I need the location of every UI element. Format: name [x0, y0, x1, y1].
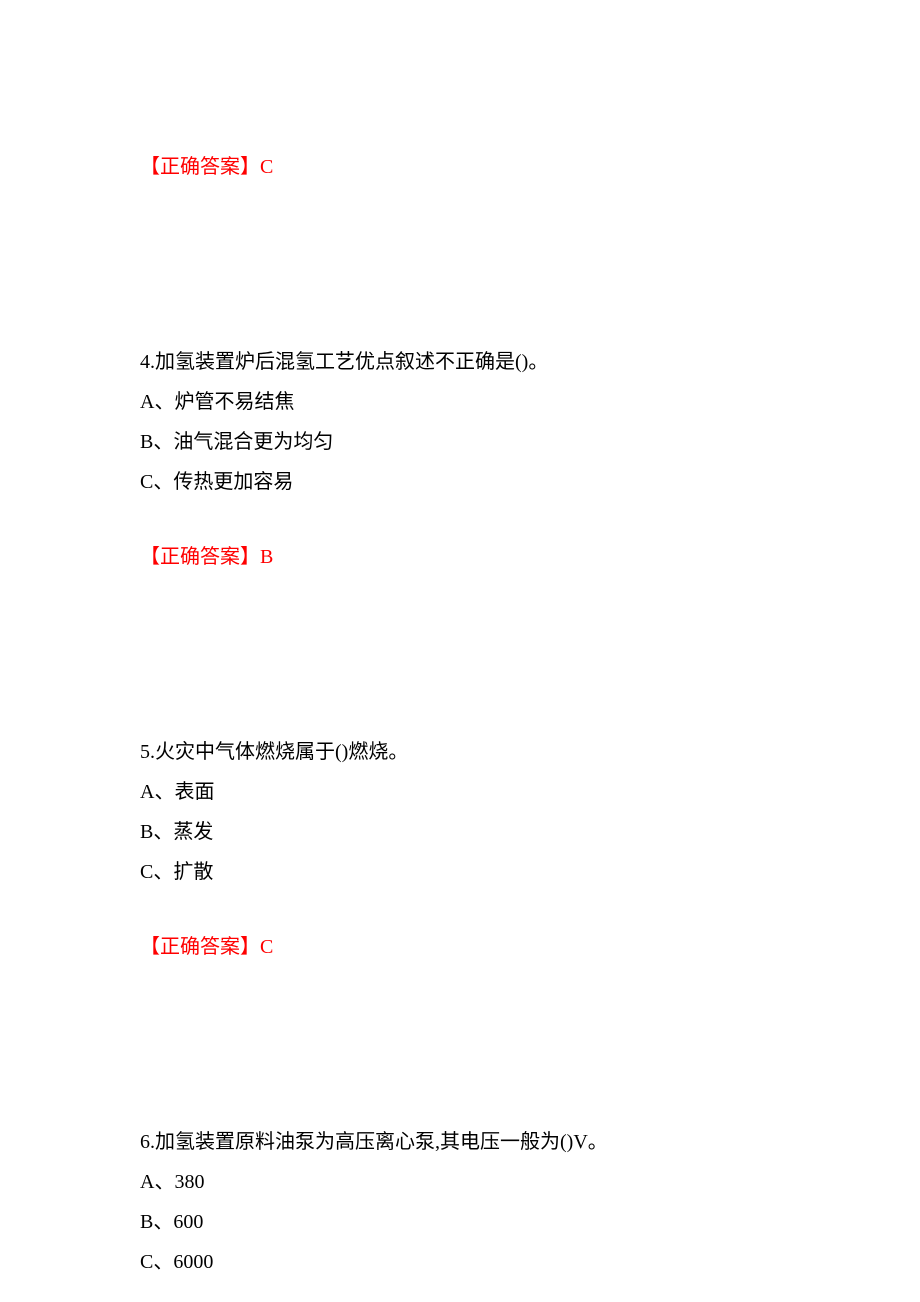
answer-label: 【正确答案】	[140, 936, 260, 958]
answer-label: 【正确答案】	[140, 156, 260, 178]
q5-option-a: A、表面	[140, 772, 780, 812]
q6-question-block: 6.加氢装置原料油泵为高压离心泵,其电压一般为()V。 A、380 B、600 …	[140, 1122, 780, 1282]
q4-answer-block: 【正确答案】B	[140, 542, 780, 572]
q6-question-text: 6.加氢装置原料油泵为高压离心泵,其电压一般为()V。	[140, 1122, 780, 1162]
q5-question-text: 5.火灾中气体燃烧属于()燃烧。	[140, 732, 780, 772]
q6-section: 6.加氢装置原料油泵为高压离心泵,其电压一般为()V。 A、380 B、600 …	[140, 1122, 780, 1282]
q5-answer-value: C	[260, 936, 273, 958]
q4-question-text: 4.加氢装置炉后混氢工艺优点叙述不正确是()。	[140, 342, 780, 382]
q3-answer-value: C	[260, 156, 273, 178]
q6-option-a: A、380	[140, 1162, 780, 1202]
q4-option-b: B、油气混合更为均匀	[140, 422, 780, 462]
q4-question-block: 4.加氢装置炉后混氢工艺优点叙述不正确是()。 A、炉管不易结焦 B、油气混合更…	[140, 342, 780, 502]
q3-answer-block: 【正确答案】C	[140, 152, 780, 182]
q5-option-b: B、蒸发	[140, 812, 780, 852]
q4-option-a: A、炉管不易结焦	[140, 382, 780, 422]
q5-answer-block: 【正确答案】C	[140, 932, 780, 962]
q5-option-c: C、扩散	[140, 852, 780, 892]
answer-label: 【正确答案】	[140, 546, 260, 568]
q6-option-b: B、600	[140, 1202, 780, 1242]
q4-answer-value: B	[260, 546, 273, 568]
q5-question-block: 5.火灾中气体燃烧属于()燃烧。 A、表面 B、蒸发 C、扩散	[140, 732, 780, 892]
q5-section: 5.火灾中气体燃烧属于()燃烧。 A、表面 B、蒸发 C、扩散 【正确答案】C	[140, 732, 780, 962]
q4-option-c: C、传热更加容易	[140, 462, 780, 502]
q4-section: 4.加氢装置炉后混氢工艺优点叙述不正确是()。 A、炉管不易结焦 B、油气混合更…	[140, 342, 780, 572]
document-content: 【正确答案】C 4.加氢装置炉后混氢工艺优点叙述不正确是()。 A、炉管不易结焦…	[0, 0, 920, 1282]
q6-option-c: C、6000	[140, 1242, 780, 1282]
